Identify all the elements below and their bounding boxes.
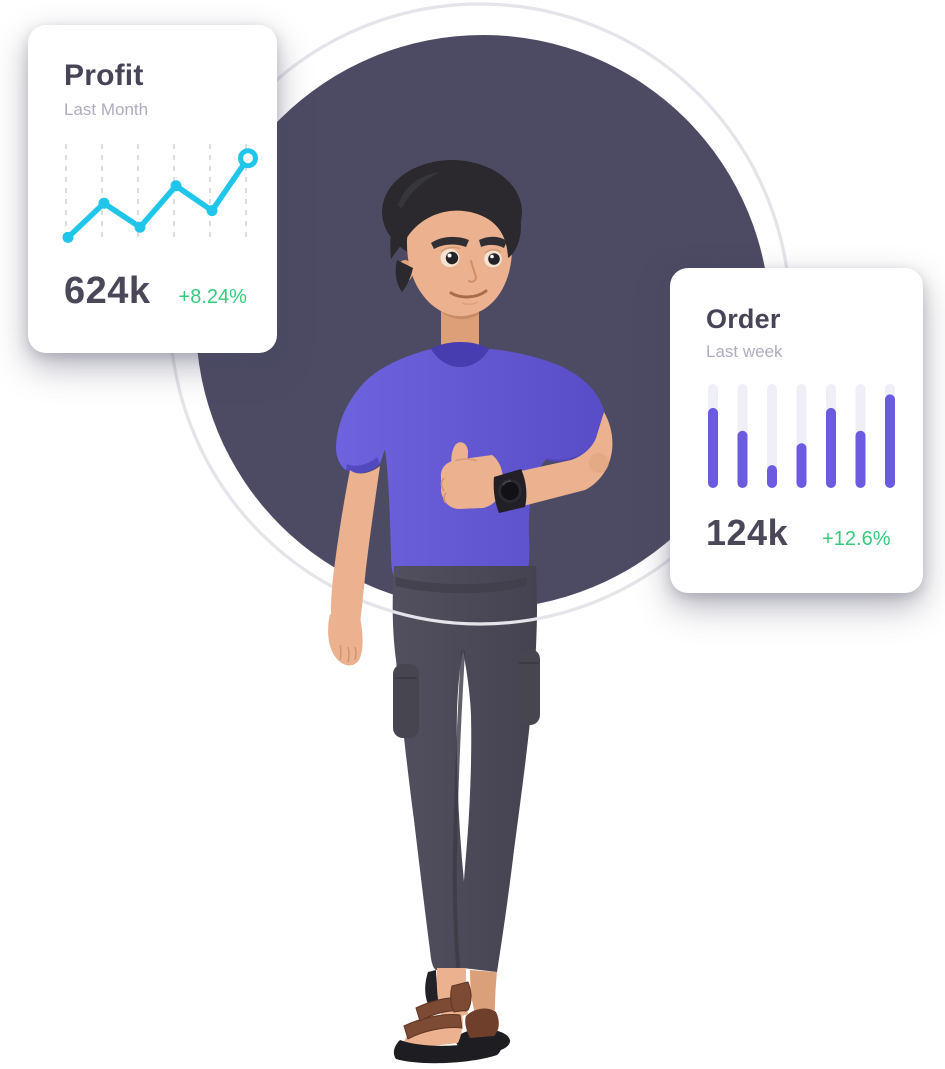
order-delta: +12.6% xyxy=(822,528,891,550)
profit-card: Profit Last Month 624k +8.24% xyxy=(28,25,277,353)
order-value-row: 124k +12.6% xyxy=(706,512,923,554)
head xyxy=(382,160,522,317)
order-value: 124k xyxy=(706,512,789,553)
profit-line-chart xyxy=(62,144,258,243)
background-circle xyxy=(196,35,770,609)
profit-card-title: Profit xyxy=(64,59,144,92)
order-card-title: Order xyxy=(706,304,781,334)
thumbs-up-hand xyxy=(440,442,503,509)
eyebrow-right xyxy=(479,236,507,248)
character xyxy=(336,160,613,1064)
nose xyxy=(468,260,478,283)
profit-card-subtitle: Last Month xyxy=(64,100,149,119)
pants xyxy=(392,566,540,972)
order-card-subtitle: Last week xyxy=(706,342,783,361)
collar xyxy=(431,342,489,367)
profit-value-row: 624k +8.24% xyxy=(64,270,277,313)
order-card: Order Last week 124k +12.6% xyxy=(670,268,923,593)
profit-value: 624k xyxy=(64,270,151,312)
cargo-pocket-right xyxy=(518,649,540,725)
eyebrow-left xyxy=(431,236,469,249)
profit-delta: +8.24% xyxy=(178,286,247,308)
mouth xyxy=(449,289,488,299)
hair-front xyxy=(390,173,521,259)
order-bar-chart xyxy=(708,384,895,488)
feet-and-sandals xyxy=(393,968,510,1064)
right-arm xyxy=(440,412,613,513)
eyes xyxy=(440,246,502,268)
cargo-pocket-left xyxy=(393,664,419,738)
face xyxy=(407,200,512,317)
left-arm xyxy=(328,466,380,666)
watch xyxy=(493,469,527,513)
